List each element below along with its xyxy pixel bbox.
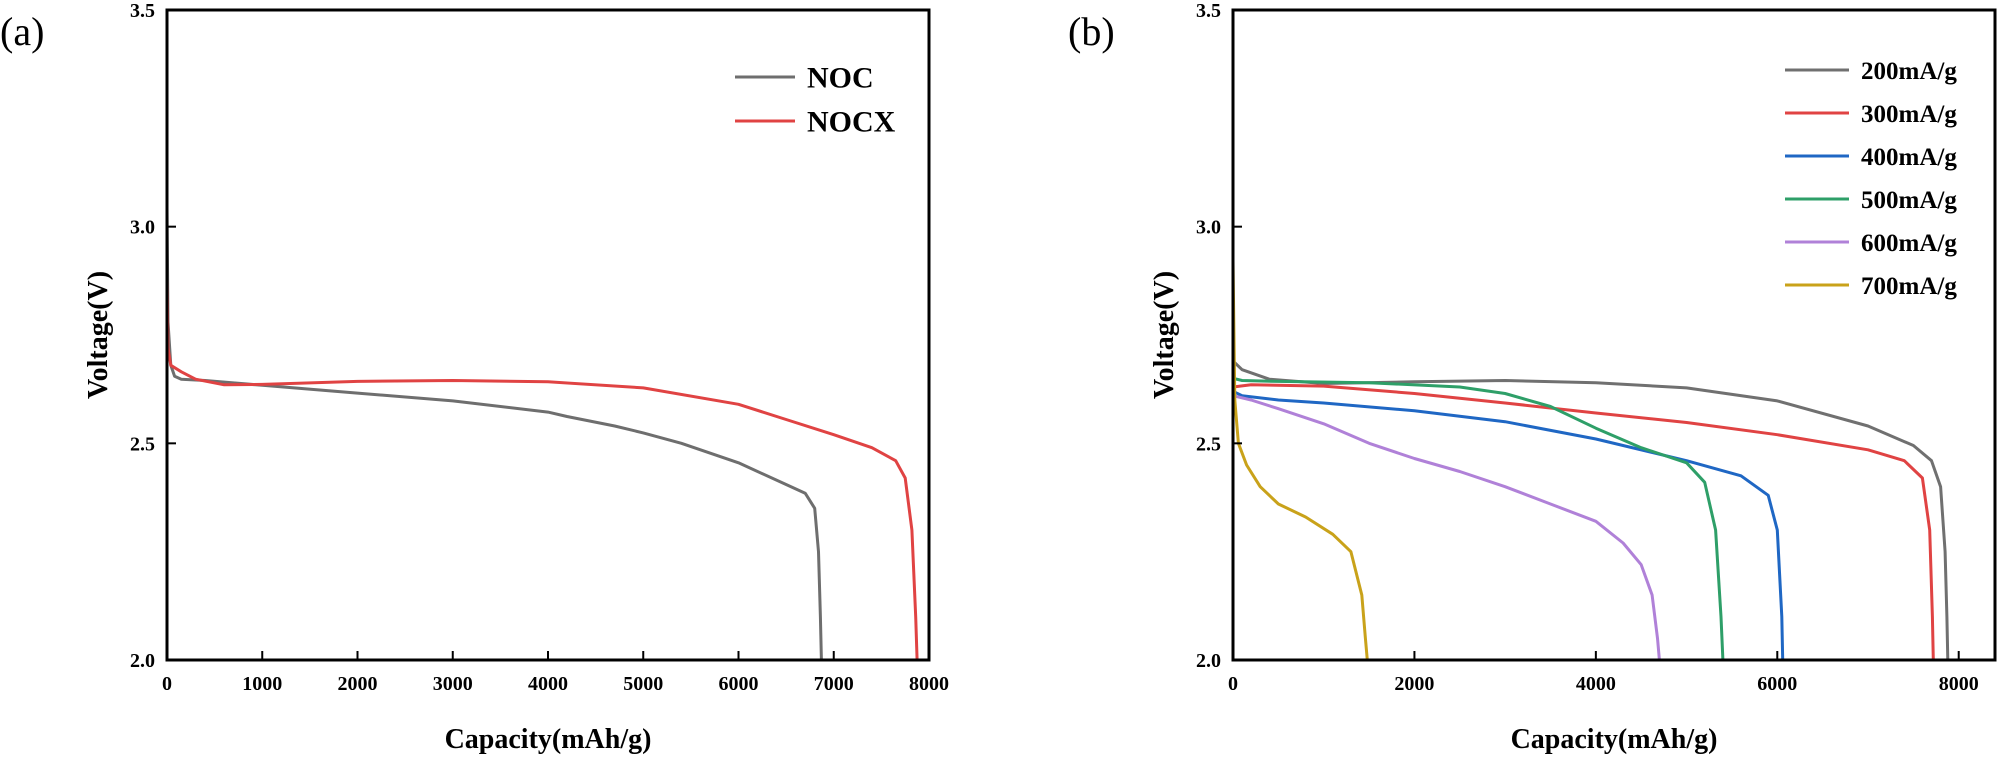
y-tick-label: 3.0 (130, 217, 155, 239)
legend-label: 300mA/g (1861, 101, 1957, 128)
x-tick-label: 8000 (1939, 673, 1979, 695)
legend-label: 600mA/g (1861, 230, 1957, 257)
legend-label: 500mA/g (1861, 187, 1957, 214)
legend-label: 200mA/g (1861, 58, 1957, 85)
y-tick-label: 3.0 (1196, 217, 1221, 239)
x-axis-title: Capacity(mAh/g) (1511, 724, 1718, 755)
x-tick-label: 2000 (1394, 673, 1434, 695)
legend: 200mA/g 300mA/g 400mA/g 500mA/g 600mA/g 700mA… (1785, 58, 1957, 300)
legend-label: 400mA/g (1861, 144, 1957, 171)
y-tick-label: 3.5 (1196, 0, 1221, 22)
series-line-nocx (165, 278, 919, 661)
chart-panel-b: 0 2000 4000 6000 8000 2.0 2.5 3.0 3.5 Capacity(mA… (1068, 0, 1997, 755)
series-line-400ma-g (1232, 389, 1785, 661)
x-tick-label: 2000 (338, 673, 378, 695)
legend-label: NOC (807, 62, 874, 95)
y-axis-title: Voltage(V) (1149, 271, 1180, 399)
x-tick-label: 0 (162, 673, 172, 695)
y-tick-label: 2.0 (130, 650, 155, 672)
x-tick-label: 6000 (1757, 673, 1797, 695)
y-axis-title: Voltage(V) (83, 271, 114, 399)
series-line-300ma-g (1232, 383, 1935, 661)
x-tick-label: 8000 (909, 673, 949, 695)
legend-label: NOCX (807, 106, 896, 139)
plot-frame (1231, 8, 1997, 662)
x-tick-label: 6000 (719, 673, 759, 695)
y-tick-label: 3.5 (130, 0, 155, 22)
panel-label: (b) (1068, 9, 1115, 54)
x-tick-label: 0 (1228, 673, 1238, 695)
x-tick-label: 3000 (433, 673, 473, 695)
series-line-500ma-g (1232, 376, 1725, 661)
x-tick-label: 1000 (242, 673, 282, 695)
y-tick-label: 2.0 (1196, 650, 1221, 672)
x-tick-label: 5000 (623, 673, 663, 695)
y-tick-label: 2.5 (130, 433, 155, 455)
series-line-600ma-g (1232, 394, 1661, 661)
panel-label: (a) (0, 9, 44, 54)
series-line-noc (165, 209, 823, 661)
legend-label: 700mA/g (1861, 273, 1957, 300)
legend: NOC NOCX (735, 62, 896, 139)
series-line-700ma-g (1231, 261, 1369, 661)
x-tick-label: 7000 (814, 673, 854, 695)
y-tick-label: 2.5 (1196, 433, 1221, 455)
x-tick-label: 4000 (1576, 673, 1616, 695)
chart-panel-a: 0 1000 2000 3000 4000 5000 6000 7000 8000 2.0 2.5 3… (0, 0, 949, 755)
x-axis-title: Capacity(mAh/g) (445, 724, 652, 755)
x-tick-label: 4000 (528, 673, 568, 695)
